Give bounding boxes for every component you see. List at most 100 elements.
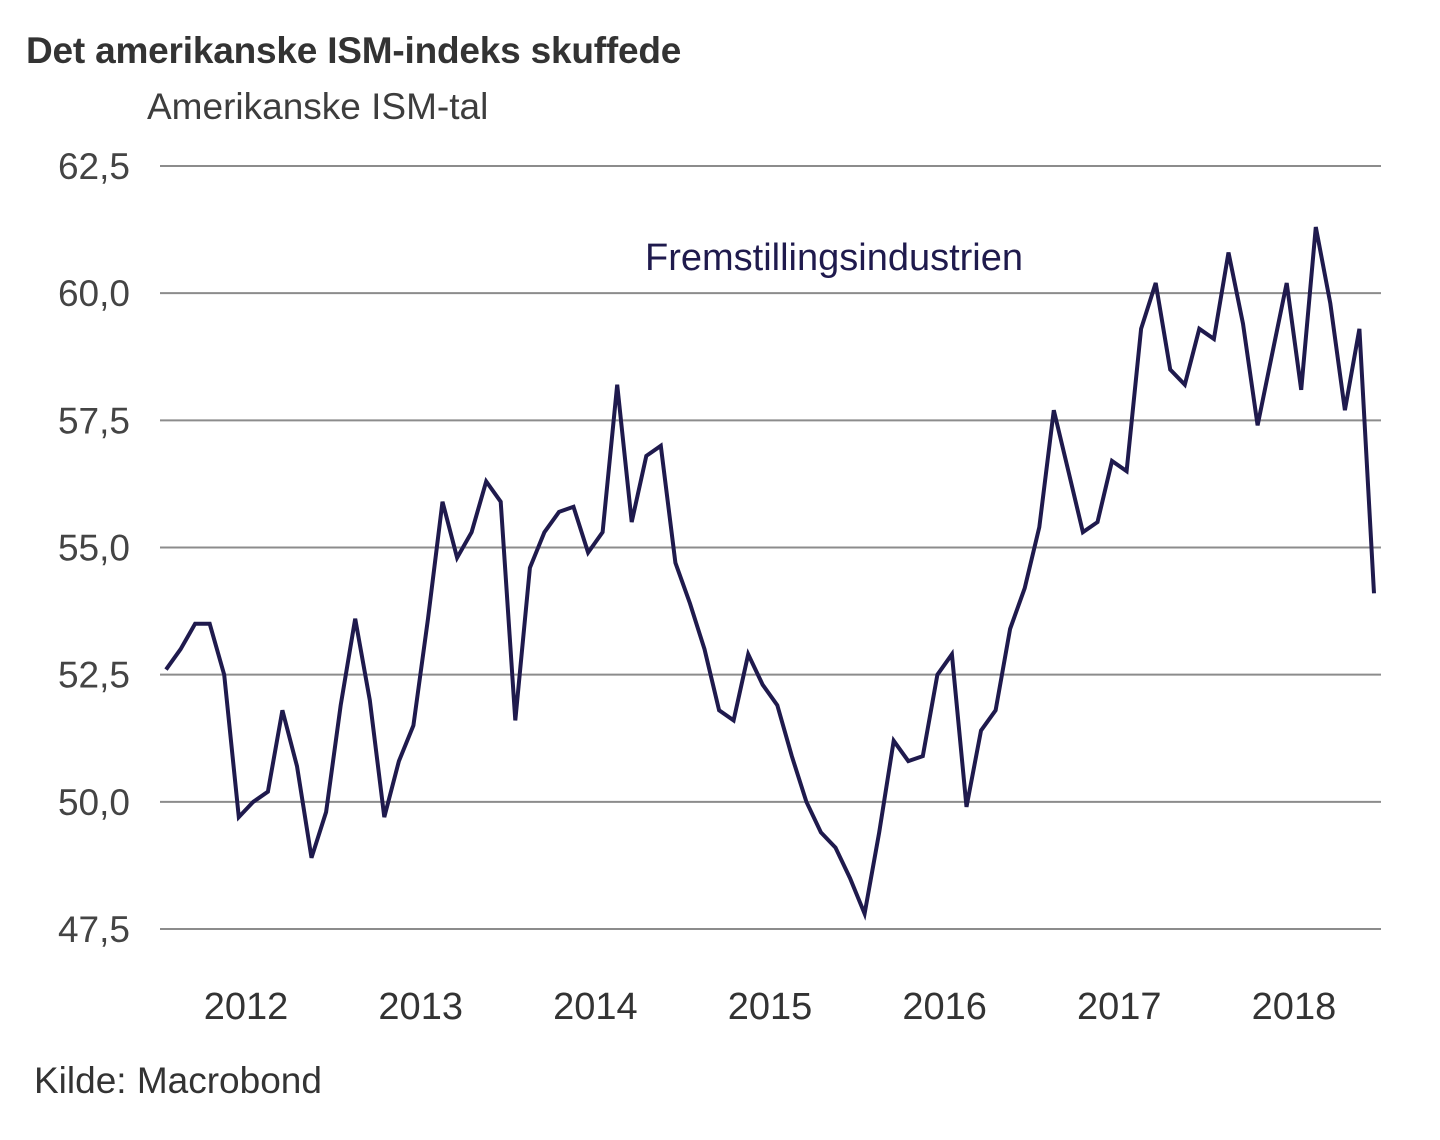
data-point bbox=[295, 764, 299, 768]
series-layer bbox=[164, 225, 1376, 921]
data-point bbox=[266, 790, 270, 794]
data-point bbox=[572, 505, 576, 509]
x-tick-label: 2017 bbox=[1077, 986, 1162, 1028]
data-point bbox=[688, 601, 692, 605]
data-point bbox=[979, 729, 983, 733]
y-tick-label: 50,0 bbox=[58, 782, 130, 823]
data-point bbox=[193, 622, 197, 626]
data-point bbox=[1372, 591, 1376, 595]
data-point bbox=[732, 718, 736, 722]
data-point bbox=[542, 530, 546, 534]
data-point bbox=[1256, 423, 1260, 427]
chart-subtitle: Amerikanske ISM-tal bbox=[147, 86, 489, 127]
data-point bbox=[1314, 225, 1318, 229]
data-point bbox=[280, 708, 284, 712]
data-point bbox=[906, 759, 910, 763]
data-point bbox=[1343, 408, 1347, 412]
data-point bbox=[1197, 327, 1201, 331]
data-point bbox=[251, 800, 255, 804]
gridlines bbox=[160, 165, 1381, 930]
data-point bbox=[164, 668, 168, 672]
data-point bbox=[513, 718, 517, 722]
data-point bbox=[703, 647, 707, 651]
data-point bbox=[1285, 281, 1289, 285]
data-point bbox=[1328, 301, 1332, 305]
data-point bbox=[1183, 383, 1187, 387]
data-point bbox=[994, 708, 998, 712]
series-label-fremstillingsindustrien: Fremstillingsindustrien bbox=[645, 237, 1023, 279]
data-point bbox=[411, 724, 415, 728]
data-point bbox=[1081, 530, 1085, 534]
data-point bbox=[1066, 469, 1070, 473]
x-axis-ticks: 2012 2013 2014 2015 2016 2017 2018 bbox=[204, 986, 1336, 1028]
data-point bbox=[310, 856, 314, 860]
source-note: Kilde: Macrobond bbox=[34, 1060, 322, 1101]
data-point bbox=[1357, 327, 1361, 331]
data-point bbox=[717, 708, 721, 712]
data-point bbox=[339, 703, 343, 707]
data-point bbox=[644, 454, 648, 458]
data-point bbox=[950, 652, 954, 656]
data-point bbox=[746, 652, 750, 656]
data-point bbox=[615, 383, 619, 387]
data-point bbox=[775, 703, 779, 707]
data-point bbox=[863, 912, 867, 916]
data-point bbox=[877, 830, 881, 834]
data-point bbox=[353, 617, 357, 621]
y-axis-ticks: 62,5 60,0 57,5 55,0 52,5 50,0 47,5 bbox=[58, 146, 130, 950]
data-point bbox=[397, 759, 401, 763]
data-point bbox=[1168, 367, 1172, 371]
data-point bbox=[208, 622, 212, 626]
x-tick-label: 2016 bbox=[902, 986, 987, 1028]
data-point bbox=[484, 479, 488, 483]
data-point bbox=[804, 800, 808, 804]
data-point bbox=[499, 500, 503, 504]
data-point bbox=[557, 510, 561, 514]
data-point bbox=[368, 698, 372, 702]
x-tick-label: 2013 bbox=[378, 986, 463, 1028]
data-point bbox=[1023, 586, 1027, 590]
data-point bbox=[1139, 327, 1143, 331]
data-point bbox=[1037, 525, 1041, 529]
data-point bbox=[1212, 337, 1216, 341]
y-tick-label: 60,0 bbox=[58, 273, 130, 314]
data-point bbox=[441, 500, 445, 504]
y-tick-label: 52,5 bbox=[58, 655, 130, 696]
data-point bbox=[1095, 520, 1099, 524]
data-point bbox=[848, 876, 852, 880]
data-point bbox=[222, 673, 226, 677]
data-point bbox=[1052, 408, 1056, 412]
data-point bbox=[892, 739, 896, 743]
data-point bbox=[1241, 322, 1245, 326]
data-point bbox=[1226, 250, 1230, 254]
data-point bbox=[1110, 459, 1114, 463]
data-point bbox=[470, 530, 474, 534]
y-tick-label: 47,5 bbox=[58, 909, 130, 950]
data-point bbox=[601, 530, 605, 534]
data-point bbox=[659, 444, 663, 448]
data-point bbox=[586, 551, 590, 555]
data-point bbox=[819, 830, 823, 834]
data-point bbox=[237, 815, 241, 819]
chart-title: Det amerikanske ISM-indeks skuffede bbox=[26, 30, 682, 71]
x-tick-label: 2018 bbox=[1252, 986, 1337, 1028]
data-point bbox=[964, 805, 968, 809]
data-point bbox=[179, 647, 183, 651]
x-tick-label: 2012 bbox=[204, 986, 289, 1028]
data-point bbox=[790, 754, 794, 758]
data-point bbox=[324, 810, 328, 814]
y-tick-label: 62,5 bbox=[58, 146, 130, 187]
y-tick-label: 57,5 bbox=[58, 400, 130, 441]
data-point bbox=[1125, 469, 1129, 473]
data-point bbox=[1299, 388, 1303, 392]
data-point bbox=[382, 815, 386, 819]
data-point bbox=[833, 846, 837, 850]
series-line-fremstillingsindustrien bbox=[164, 226, 1376, 921]
data-point bbox=[761, 683, 765, 687]
data-point bbox=[1154, 281, 1158, 285]
x-tick-label: 2015 bbox=[728, 986, 813, 1028]
data-point bbox=[921, 754, 925, 758]
data-point bbox=[455, 556, 459, 560]
x-tick-label: 2014 bbox=[553, 986, 638, 1028]
